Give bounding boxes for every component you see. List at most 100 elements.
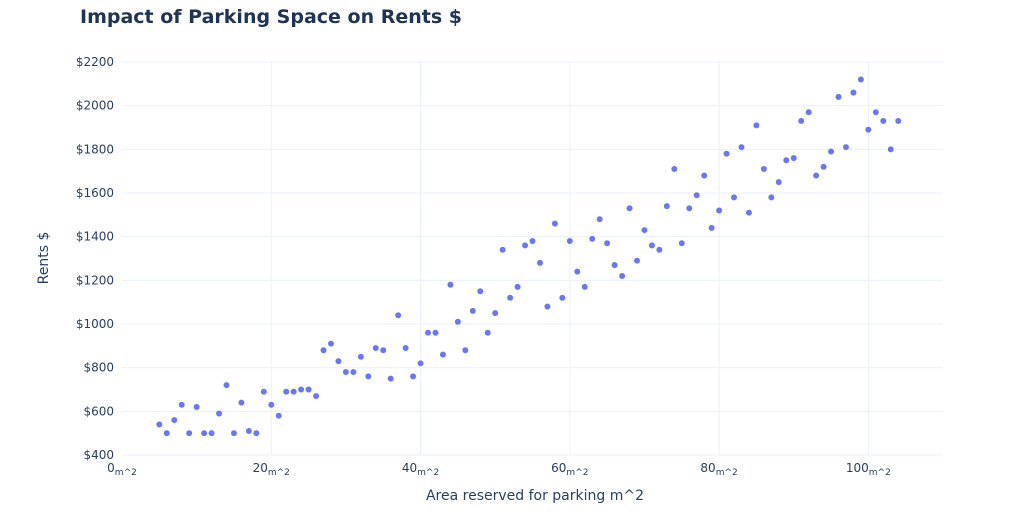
scatter-point [432,329,439,337]
scatter-point [529,237,536,245]
scatter-point [685,204,693,212]
scatter-point [849,89,857,97]
y-tick-label: $1600 [76,186,114,200]
scatter-point [521,241,529,249]
scatter-point [827,148,835,155]
y-tick-label: $600 [83,404,114,418]
scatter-point [297,386,305,393]
scatter-point [320,346,327,354]
scatter-point [185,429,193,437]
y-axis-title: Rents $ [36,232,52,285]
scatter-point [439,351,447,359]
scatter-point [543,303,551,310]
scatter-point [170,416,178,424]
scatter-point [208,429,216,437]
scatter-point [372,344,380,352]
scatter-point [215,410,223,417]
scatter-point [454,318,462,326]
scatter-point [506,294,514,302]
x-tick-label: 100m^2 [846,461,891,478]
y-tick-label: $2000 [76,99,114,113]
scatter-point [805,108,813,116]
scatter-point [730,193,738,201]
scatter-point [857,76,865,83]
scatter-point [573,268,581,276]
scatter-point [394,311,402,319]
scatter-point [514,283,522,291]
scatter-point [812,172,820,179]
scatter-point [275,412,283,420]
scatter-point [245,427,253,435]
scatter-point [887,145,895,153]
scatter-point [223,381,230,389]
scatter-point [290,388,298,396]
scatter-point [387,375,395,383]
y-tick-label: $1800 [76,142,114,156]
scatter-point [558,294,566,302]
scatter-point [745,209,753,217]
scatter-point [603,239,611,247]
scatter-point [200,429,208,437]
scatter-point [842,143,850,151]
scatter-point [618,272,626,280]
scatter-point [349,368,357,376]
scatter-point [409,372,417,380]
scatter-point [626,204,633,212]
scatter-point [790,154,798,162]
scatter-point [752,121,760,129]
scatter-point [342,368,350,376]
y-tick-label: $1200 [76,273,114,287]
scatter-point [648,241,656,249]
scatter-point [282,388,290,396]
scatter-point [305,386,313,393]
y-axis-ticks: $400 $600 $800 $1000 $1200 $1400 $1600 $1800 $20… [76,55,114,462]
y-tick-label: $2200 [76,55,114,69]
scatter-point [163,429,171,437]
scatter-point [469,307,477,315]
data-points [155,76,902,437]
scatter-point [864,126,872,134]
scatter-point [551,220,559,228]
scatter-point [476,287,484,295]
scatter-point [178,401,186,409]
scatter-point [797,117,805,125]
scatter-point [835,93,842,101]
scatter-point [260,388,268,396]
scatter-point [760,165,768,173]
grid-lines [122,61,943,456]
scatter-point [782,156,790,164]
chart-title: Impact of Parking Space on Rents $ [80,6,463,28]
scatter-point [334,357,342,365]
scatter-point [536,259,544,267]
scatter-point [596,215,604,223]
x-axis-ticks: 0m^2 20m^2 40m^2 60m^2 80m^2 100m^2 [107,461,891,478]
scatter-point [312,392,320,400]
scatter-point [670,165,678,173]
scatter-point [252,429,260,437]
scatter-point [193,403,201,411]
x-axis-title: Area reserved for parking m^2 [426,488,644,504]
scatter-point [678,239,686,247]
scatter-point [611,261,619,269]
scatter-point [566,237,574,245]
scatter-point [357,353,365,361]
scatter-point [267,401,275,409]
scatter-point [491,309,499,317]
x-tick-label: 40m^2 [402,461,439,478]
scatter-point [723,150,731,158]
scatter-point [693,191,701,199]
scatter-point [417,359,424,367]
scatter-point [820,163,828,171]
scatter-point [872,108,880,116]
scatter-point [237,399,245,407]
scatter-point [738,143,745,151]
x-tick-label: 0m^2 [107,461,137,478]
y-tick-label: $400 [83,448,114,462]
scatter-point [461,346,469,354]
scatter-point [581,283,589,291]
y-tick-label: $1400 [76,230,114,244]
x-tick-label: 60m^2 [551,461,588,478]
scatter-point [364,372,372,380]
scatter-point [402,344,410,352]
